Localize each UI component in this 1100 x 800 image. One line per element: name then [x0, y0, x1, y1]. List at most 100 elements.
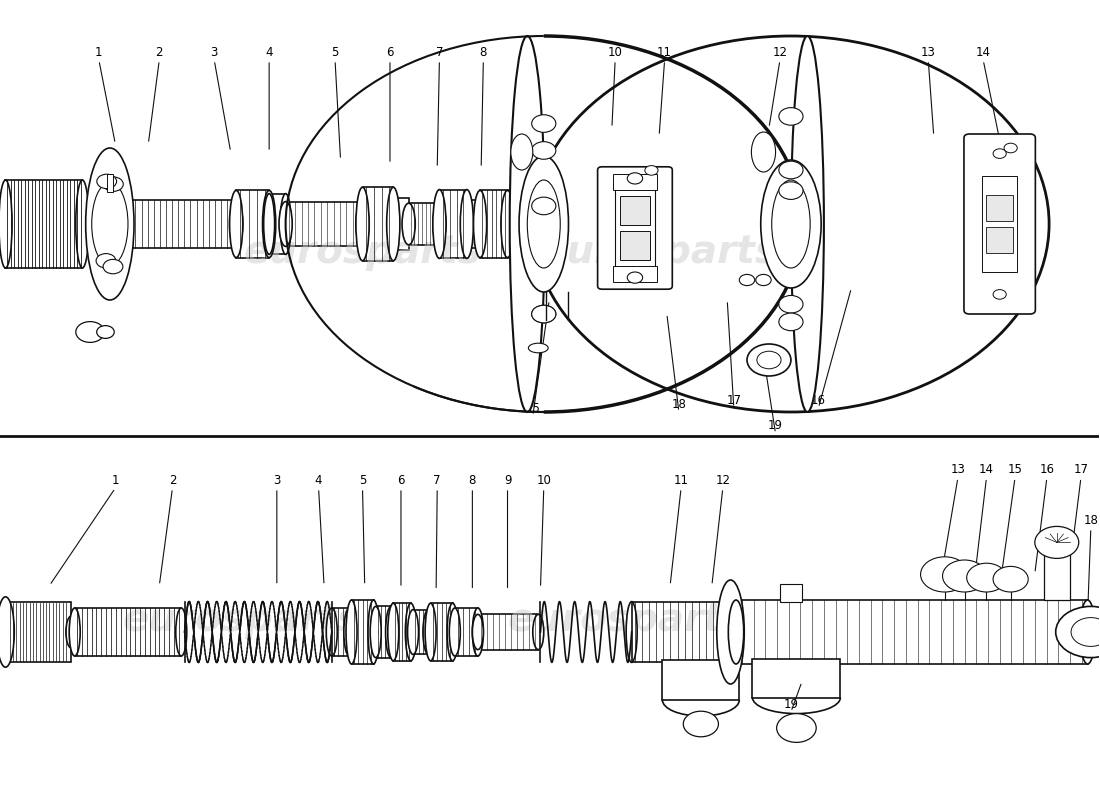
Ellipse shape	[532, 614, 543, 650]
Text: 7: 7	[433, 474, 441, 486]
Bar	[6, 602, 72, 662]
Ellipse shape	[432, 203, 446, 245]
Ellipse shape	[473, 190, 486, 258]
Text: 2: 2	[168, 474, 176, 486]
Bar	[430, 603, 452, 661]
Text: 9: 9	[524, 46, 531, 58]
Ellipse shape	[91, 182, 128, 266]
Ellipse shape	[510, 134, 532, 170]
Ellipse shape	[725, 602, 736, 662]
Circle shape	[531, 306, 556, 323]
Ellipse shape	[0, 180, 12, 268]
Text: 14: 14	[979, 463, 994, 476]
Bar	[615, 184, 654, 272]
Circle shape	[1035, 526, 1079, 558]
Ellipse shape	[86, 148, 134, 300]
Text: 18: 18	[1084, 514, 1098, 526]
Bar	[412, 610, 428, 654]
Bar	[480, 190, 507, 258]
FancyBboxPatch shape	[597, 167, 672, 290]
Ellipse shape	[368, 600, 379, 664]
Bar	[6, 180, 82, 268]
Ellipse shape	[422, 610, 433, 654]
Circle shape	[779, 162, 803, 178]
Ellipse shape	[425, 603, 436, 661]
Circle shape	[993, 290, 1007, 299]
Circle shape	[76, 322, 104, 342]
Text: 8: 8	[480, 46, 487, 58]
Circle shape	[739, 274, 755, 286]
Ellipse shape	[761, 160, 822, 288]
Ellipse shape	[460, 190, 473, 258]
Text: 15: 15	[526, 402, 540, 414]
Text: eurosparts: eurosparts	[243, 233, 482, 271]
Bar	[332, 608, 350, 656]
Bar	[987, 227, 1013, 253]
Text: 4: 4	[265, 46, 273, 58]
Bar	[352, 600, 374, 664]
Circle shape	[97, 326, 114, 338]
Ellipse shape	[717, 580, 745, 684]
Text: 5: 5	[359, 474, 366, 486]
Circle shape	[779, 313, 803, 330]
Bar	[987, 195, 1013, 221]
Text: 19: 19	[768, 419, 783, 432]
Bar	[236, 190, 270, 258]
Ellipse shape	[230, 200, 243, 248]
Circle shape	[627, 272, 642, 283]
Text: 7: 7	[436, 46, 443, 58]
Ellipse shape	[472, 608, 483, 656]
Bar	[619, 231, 650, 260]
Bar	[270, 194, 286, 254]
Circle shape	[627, 173, 642, 184]
Circle shape	[97, 174, 117, 189]
Text: eurosparts: eurosparts	[123, 601, 361, 639]
Bar	[466, 200, 480, 248]
Circle shape	[993, 149, 1007, 158]
Text: 19: 19	[783, 698, 799, 710]
Circle shape	[645, 166, 658, 175]
Ellipse shape	[356, 187, 370, 261]
Text: 11: 11	[673, 474, 689, 486]
Ellipse shape	[327, 608, 338, 656]
Circle shape	[993, 566, 1028, 592]
Ellipse shape	[519, 156, 569, 292]
Circle shape	[779, 108, 803, 126]
Ellipse shape	[772, 180, 811, 268]
Circle shape	[103, 259, 123, 274]
Text: eurosparts: eurosparts	[540, 233, 778, 271]
Ellipse shape	[76, 180, 89, 268]
Text: 17: 17	[1074, 463, 1089, 476]
Text: 17: 17	[726, 394, 741, 406]
Bar	[619, 196, 650, 225]
Text: 12: 12	[715, 474, 730, 486]
Text: 14: 14	[976, 46, 991, 58]
Bar	[982, 176, 1018, 272]
Circle shape	[531, 197, 556, 214]
Bar	[477, 614, 538, 650]
Circle shape	[779, 182, 803, 199]
Ellipse shape	[176, 608, 187, 656]
Text: 15: 15	[1008, 463, 1023, 476]
Bar	[286, 202, 363, 246]
Text: 12: 12	[772, 46, 788, 58]
Ellipse shape	[447, 603, 458, 661]
Text: 6: 6	[386, 46, 394, 58]
Ellipse shape	[509, 36, 544, 412]
Ellipse shape	[432, 190, 446, 258]
Ellipse shape	[120, 200, 133, 248]
Ellipse shape	[1080, 600, 1096, 664]
Text: 1: 1	[111, 474, 119, 486]
Text: 8: 8	[469, 474, 476, 486]
Ellipse shape	[280, 194, 292, 254]
Ellipse shape	[356, 202, 370, 246]
Bar	[394, 198, 409, 250]
Bar	[376, 606, 392, 658]
Text: 3: 3	[273, 474, 280, 486]
Bar	[613, 174, 657, 190]
Circle shape	[103, 177, 123, 191]
Bar	[409, 203, 439, 245]
Bar	[631, 602, 730, 662]
Bar	[394, 603, 411, 661]
Text: 16: 16	[1040, 463, 1055, 476]
